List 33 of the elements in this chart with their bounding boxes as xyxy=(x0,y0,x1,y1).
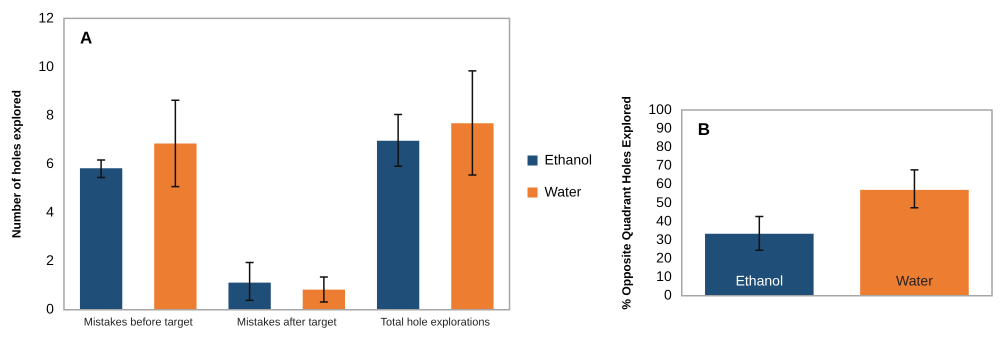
y-axis-title: Number of holes explored xyxy=(10,90,24,238)
bar xyxy=(228,282,271,310)
annotation: B xyxy=(698,120,710,140)
y-tick-label: 10 xyxy=(38,58,54,74)
legend-label: Water xyxy=(544,183,582,200)
y-tick-label: 4 xyxy=(46,204,54,220)
y-tick-label: 100 xyxy=(648,100,672,117)
y-tick-label: 50 xyxy=(656,194,672,210)
x-tick-label: Mistakes before target xyxy=(84,316,193,328)
y-tick-label: 2 xyxy=(46,252,54,268)
y-tick-label: 0 xyxy=(46,300,54,317)
y-tick-label: 30 xyxy=(656,230,672,247)
y-tick-label: 70 xyxy=(656,156,672,173)
y-axis-title: % Opposite Quadrant Holes Explored xyxy=(620,96,634,310)
y-tick-label: 80 xyxy=(656,138,672,154)
y-tick-label: 8 xyxy=(46,106,54,122)
y-tick-label: 0 xyxy=(664,286,672,303)
y-tick-label: 20 xyxy=(656,250,672,266)
y-tick-label: 6 xyxy=(46,154,54,171)
bar xyxy=(154,143,197,310)
bar xyxy=(451,123,494,310)
y-tick-label: 40 xyxy=(656,212,672,228)
y-tick-label: 10 xyxy=(656,268,672,284)
y-tick-label: 60 xyxy=(656,175,672,192)
x-tick-label: Mistakes after target xyxy=(236,316,337,328)
annotation: A xyxy=(80,28,92,48)
y-tick-label: 12 xyxy=(38,9,54,26)
bar xyxy=(302,290,346,310)
y-tick-label: 90 xyxy=(656,119,672,136)
bar xyxy=(376,140,420,310)
x-tick-label: Total hole explorations xyxy=(380,316,490,328)
bar xyxy=(80,168,122,310)
legend-label: Ethanol xyxy=(544,151,592,168)
